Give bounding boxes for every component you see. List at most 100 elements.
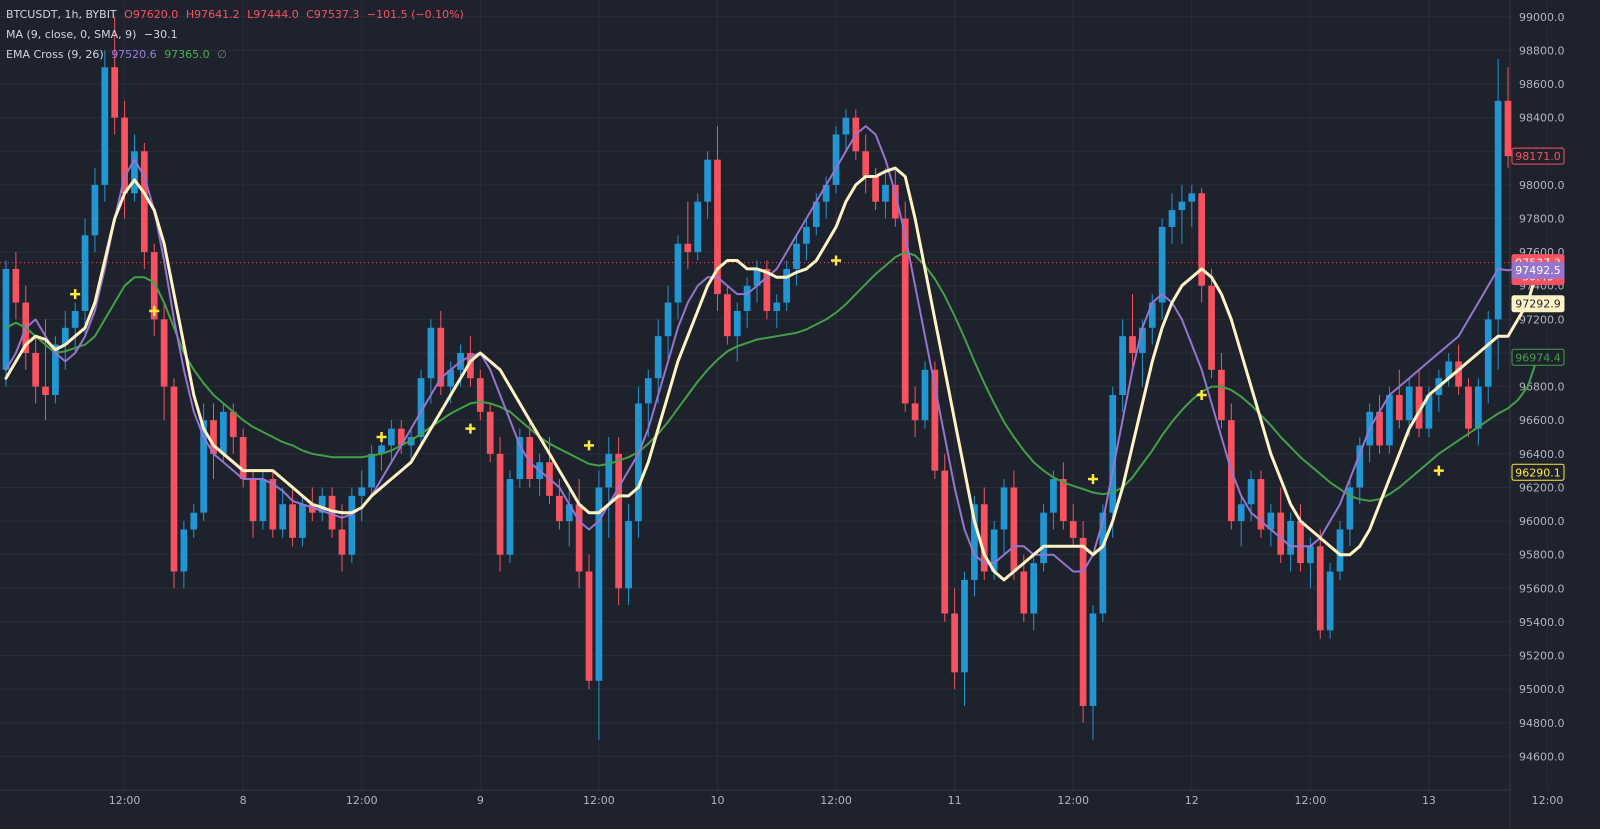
candle-body (368, 453, 375, 488)
candle-body (1376, 411, 1383, 446)
ema-fast-line (4, 166, 1540, 582)
candle-body (605, 453, 613, 488)
y-axis-tick-label: 95200.0 (1519, 650, 1565, 663)
candle-body (131, 151, 138, 194)
x-axis-tick-label: 12:00 (109, 794, 141, 807)
y-axis-tick-label: 95400.0 (1519, 616, 1565, 629)
candle-body (1119, 336, 1126, 395)
candle-body (1040, 512, 1047, 564)
candle-body (289, 504, 296, 538)
candle-body (506, 479, 514, 555)
candle-body (378, 445, 385, 454)
candle-body (417, 378, 425, 438)
candle-body (1405, 386, 1413, 421)
price-axis-label-text: 97492.5 (1515, 264, 1561, 277)
candle-body (388, 428, 395, 446)
candle-body (1099, 512, 1107, 614)
candle-body (1079, 537, 1087, 706)
candle-body (1415, 386, 1423, 429)
candle-body (476, 378, 484, 412)
candle-body (891, 184, 899, 219)
candle-body (990, 529, 998, 572)
candle-body (1020, 571, 1028, 614)
x-axis-tick-label: 9 (477, 794, 484, 807)
candle-body (140, 151, 148, 253)
candle-body (516, 437, 524, 480)
candle-body (1257, 479, 1265, 530)
candle-body (160, 319, 168, 387)
candle-body (229, 411, 237, 438)
candle-body (615, 453, 623, 589)
x-axis-tick-label: 12:00 (1295, 794, 1327, 807)
x-axis-tick-label: 12:00 (1057, 794, 1089, 807)
x-axis-tick-label: 13 (1422, 794, 1436, 807)
candle-body (911, 403, 919, 421)
candle-body (1307, 546, 1314, 564)
candle-body (220, 411, 227, 454)
candle-body (812, 201, 820, 227)
x-axis-tick-label: 10 (710, 794, 724, 807)
candle-body (1069, 521, 1077, 538)
y-axis-tick-label: 94600.0 (1519, 750, 1565, 763)
candle-body (941, 470, 949, 614)
candle-body (723, 294, 731, 337)
candle-body (101, 67, 109, 185)
ema-slow-line (5, 251, 1539, 502)
price-axis-label (1511, 261, 1565, 279)
candle-body (1267, 512, 1275, 530)
candle-body (1346, 487, 1354, 530)
x-axis-tick-label: 12:00 (1532, 794, 1564, 807)
candle-body (1336, 529, 1344, 572)
y-axis-tick-label: 95800.0 (1519, 549, 1565, 562)
y-axis-tick-label: 96000.0 (1519, 515, 1565, 528)
x-axis-tick-label: 12 (1185, 794, 1199, 807)
candle-body (1445, 361, 1453, 379)
candle-body (872, 176, 879, 202)
candle-body (1059, 479, 1067, 522)
candle-body (210, 420, 217, 454)
candle-body (150, 252, 158, 320)
candle-body (397, 428, 405, 446)
candle-body (951, 613, 958, 673)
candle-body (1129, 336, 1136, 353)
candle-body (259, 479, 267, 522)
candle-body (773, 302, 781, 311)
candle-body (328, 495, 336, 530)
candle-body (556, 495, 563, 522)
y-axis-tick-label: 98600.0 (1519, 78, 1565, 91)
candle-body (1198, 193, 1206, 286)
price-axis-label (1511, 295, 1565, 313)
candle-body (921, 369, 929, 421)
candle-body (743, 285, 751, 311)
x-axis-tick-label: 12:00 (583, 794, 615, 807)
candle-body (1326, 571, 1334, 631)
candle-body (635, 403, 642, 522)
candle-body (1208, 285, 1215, 370)
candle-body (180, 529, 188, 572)
candle-body (338, 529, 346, 555)
candle-body (793, 243, 800, 269)
candle-body (961, 579, 968, 673)
y-axis-tick-label: 96200.0 (1519, 481, 1565, 494)
candle-body (1237, 504, 1245, 522)
candle-body (318, 495, 326, 513)
y-axis-tick-label: 95600.0 (1519, 582, 1565, 595)
candle-body (733, 310, 741, 337)
candle-body (654, 336, 662, 379)
candle-body (42, 386, 49, 395)
candle-body (901, 218, 909, 404)
candle-body (1395, 395, 1403, 421)
candle-body (239, 437, 247, 480)
ma-line (5, 125, 1539, 573)
price-axis-label (1511, 463, 1565, 481)
candle-body (526, 437, 534, 480)
candle-body (931, 369, 939, 471)
y-axis-tick-label: 98000.0 (1519, 179, 1565, 192)
candle-body (1494, 100, 1502, 320)
candle-body (190, 512, 198, 530)
candle-body (644, 378, 652, 404)
candle-body (1148, 302, 1156, 328)
